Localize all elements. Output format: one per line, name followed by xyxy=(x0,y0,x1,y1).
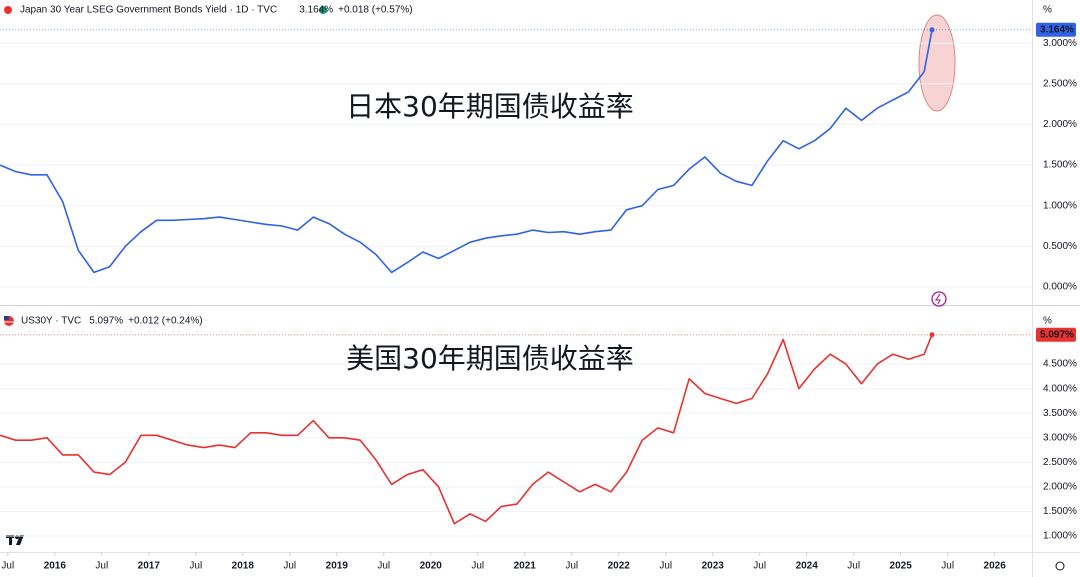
us-flag xyxy=(4,316,14,326)
x-tick-label: 2017 xyxy=(138,561,161,572)
x-tick-label: Jul xyxy=(847,561,860,572)
y-tick-label: 1.000% xyxy=(1043,531,1077,542)
x-tick-label: 2026 xyxy=(984,561,1007,572)
x-tick-label: Jul xyxy=(471,561,484,572)
market-status xyxy=(319,6,327,14)
x-tick-label: 2024 xyxy=(796,561,819,572)
x-tick-label: Jul xyxy=(95,561,108,572)
legend-last: 5.097% xyxy=(89,316,123,327)
x-tick-label: Jul xyxy=(1,561,14,572)
highlight-ellipse xyxy=(918,14,956,112)
x-tick-label: 2020 xyxy=(420,561,443,572)
annotation: 日本30年期国债收益率 xyxy=(346,90,634,123)
x-tick-label: Jul xyxy=(283,561,296,572)
series-line xyxy=(0,29,933,274)
x-tick-label: 2025 xyxy=(890,561,913,572)
price-tag xyxy=(1036,327,1076,342)
x-tick-label: Jul xyxy=(659,561,672,572)
legend-change: +0.012 (+0.24%) xyxy=(128,316,203,327)
x-tick-label: Jul xyxy=(565,561,578,572)
y-tick-label: 3.500% xyxy=(1043,408,1077,419)
last-point xyxy=(929,27,935,33)
price-tag xyxy=(1036,22,1076,37)
y-tick-label: 4.500% xyxy=(1043,359,1077,370)
y-tick-label: 3.000% xyxy=(1043,38,1077,49)
price-tag-label: 3.164% xyxy=(1040,24,1074,35)
x-tick-label: Jul xyxy=(753,561,766,572)
y-unit: % xyxy=(1043,316,1052,327)
y-tick-label: 2.000% xyxy=(1043,482,1077,493)
y-tick-label: 0.000% xyxy=(1043,282,1077,293)
x-tick-label: Jul xyxy=(189,561,202,572)
symbol-icon xyxy=(4,6,12,14)
y-tick-label: 1.000% xyxy=(1043,200,1077,211)
y-tick-label: 2.500% xyxy=(1043,457,1077,468)
last-point xyxy=(929,332,935,338)
x-tick-label: 2016 xyxy=(44,561,67,572)
x-tick-label: 2022 xyxy=(608,561,631,572)
settings-icon[interactable] xyxy=(1055,561,1065,571)
y-tick-label: 3.000% xyxy=(1043,432,1077,443)
y-tick-label: 4.000% xyxy=(1043,383,1077,394)
x-tick-label: 2021 xyxy=(514,561,537,572)
legend-title: US30Y · TVC xyxy=(21,316,81,327)
y-unit: % xyxy=(1043,5,1052,16)
lightning-icon xyxy=(931,291,947,307)
y-tick-label: 2.500% xyxy=(1043,78,1077,89)
legend-last: 3.164% xyxy=(299,5,333,16)
x-tick-label: 2023 xyxy=(702,561,725,572)
series-line xyxy=(0,334,933,525)
y-tick-label: 1.500% xyxy=(1043,506,1077,517)
x-tick-label: 2018 xyxy=(232,561,255,572)
y-tick-label: 0.500% xyxy=(1043,241,1077,252)
y-tick-label: 2.000% xyxy=(1043,119,1077,130)
legend-title: Japan 30 Year LSEG Government Bonds Yiel… xyxy=(20,5,277,16)
annotation: 美国30年期国债收益率 xyxy=(346,342,634,375)
x-tick-label: Jul xyxy=(941,561,954,572)
x-tick-label: 2019 xyxy=(326,561,349,572)
x-tick-label: Jul xyxy=(377,561,390,572)
price-tag-label: 5.097% xyxy=(1040,329,1074,340)
y-tick-label: 1.500% xyxy=(1043,160,1077,171)
legend-change: +0.018 (+0.57%) xyxy=(338,5,413,16)
